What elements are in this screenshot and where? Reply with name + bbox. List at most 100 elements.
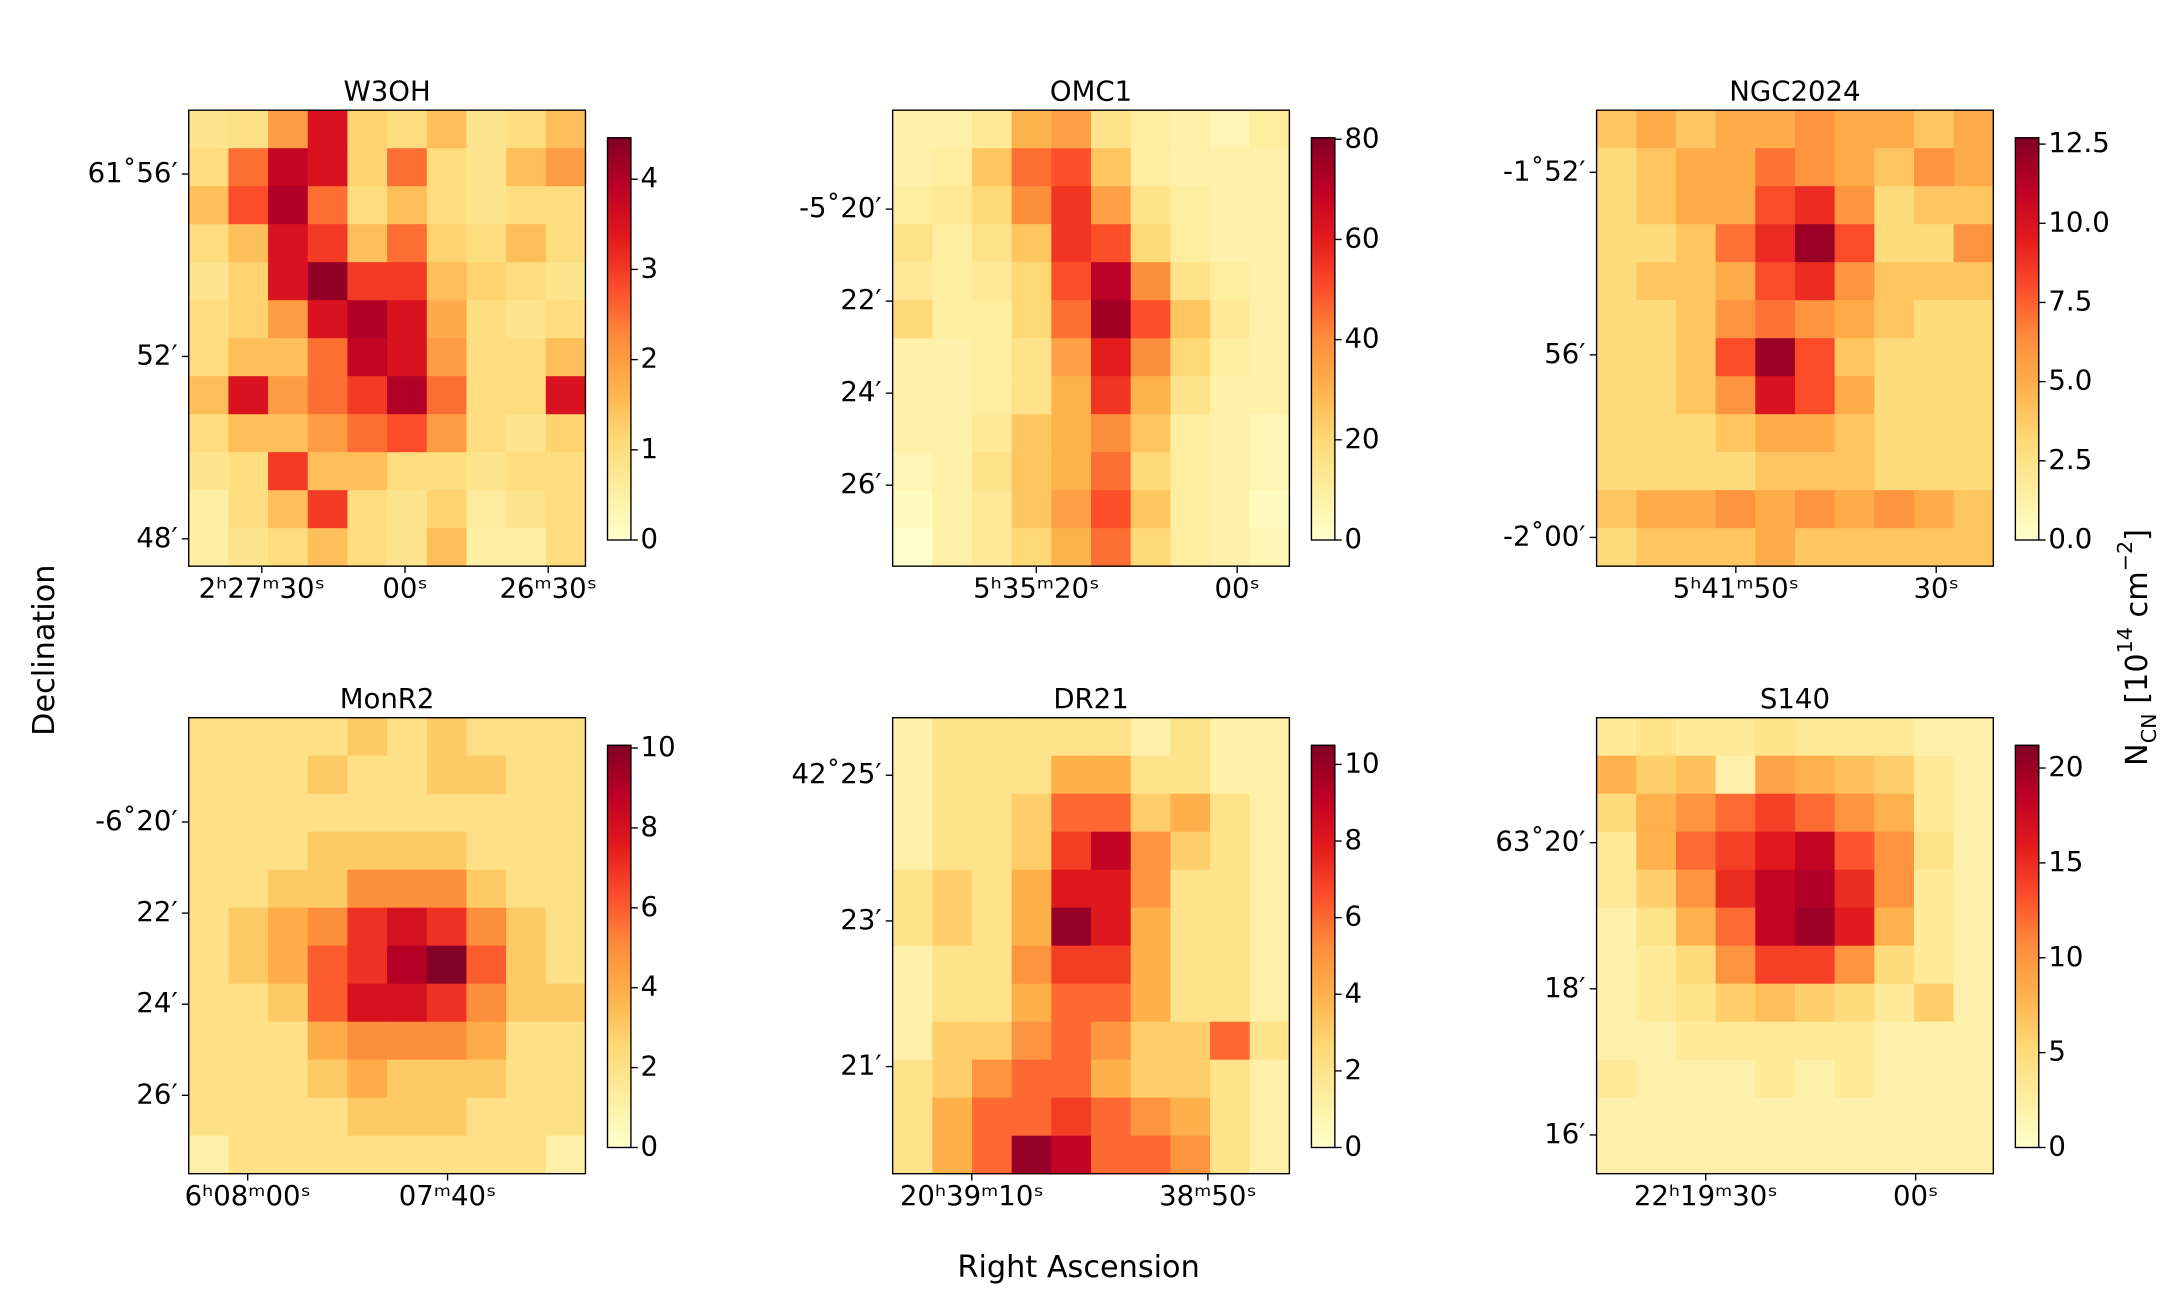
heatmap-cell: [506, 1135, 547, 1175]
heatmap-cell: [1874, 831, 1915, 871]
heatmap-cell: [1596, 300, 1637, 339]
y-tick-label: 24′: [136, 987, 177, 1019]
heatmap-cell: [1834, 869, 1875, 909]
x-tick-label: 00ˢ: [1893, 1180, 1938, 1212]
heatmap-cell: [1130, 869, 1171, 909]
heatmap-cell: [1011, 414, 1052, 453]
axes-frame: [188, 109, 587, 567]
heatmap-cell: [1596, 793, 1637, 833]
colorbar-tick-label: 7.5: [2048, 285, 2092, 317]
heatmap-cell: [347, 831, 388, 871]
heatmap-cell: [268, 1021, 309, 1061]
heatmap-cell: [1596, 983, 1637, 1023]
heatmap-cell: [268, 717, 309, 757]
colorbar-tick-label: 6: [641, 891, 659, 923]
y-tick-label: 18′: [1544, 972, 1585, 1004]
heatmap-cell: [971, 755, 1013, 795]
heatmap-cell: [347, 528, 388, 567]
heatmap-cell: [1794, 869, 1836, 909]
heatmap-cell: [1675, 300, 1717, 339]
heatmap-cell: [1834, 1135, 1875, 1175]
heatmap-cell: [466, 983, 507, 1023]
heatmap-cell: [1953, 1135, 1994, 1175]
heatmap-cell: [1249, 1021, 1290, 1061]
colorbar-tick-label: 0.0: [2048, 523, 2092, 555]
heatmap-cell: [1596, 376, 1637, 415]
colorbar-tick-label: 60: [1344, 222, 1379, 254]
heatmap-cell: [1874, 945, 1915, 985]
heatmap-cell: [892, 528, 933, 567]
heatmap-cell: [1794, 793, 1836, 833]
heatmap-cell: [228, 224, 269, 263]
heatmap-cell: [545, 1135, 587, 1175]
heatmap-cell: [1755, 110, 1796, 149]
heatmap-cell: [1874, 376, 1915, 415]
heatmap-cell: [1834, 528, 1875, 567]
heatmap-cell: [1874, 110, 1915, 149]
heatmap-cell: [545, 907, 587, 947]
heatmap-cell: [426, 110, 467, 149]
heatmap-cell: [932, 1021, 973, 1061]
colorbar-tick-label: 4: [641, 162, 659, 194]
heatmap-cell: [1091, 755, 1132, 795]
heatmap-cell: [971, 414, 1013, 453]
heatmap-cell: [387, 755, 428, 795]
heatmap-cell: [892, 300, 933, 339]
heatmap-cell: [307, 1059, 348, 1099]
panel-title: NGC2024: [1729, 75, 1860, 107]
heatmap-cell: [1834, 983, 1875, 1023]
heatmap-cell: [1051, 110, 1092, 149]
heatmap-cell: [932, 528, 973, 567]
heatmap-cell: [1170, 1021, 1211, 1061]
heatmap-cell: [545, 186, 587, 225]
heatmap-cell: [1051, 755, 1092, 795]
heatmap-cell: [506, 793, 547, 833]
heatmap-cell: [1953, 186, 1994, 225]
heatmap-cell: [892, 490, 933, 529]
heatmap-cell: [1249, 490, 1290, 529]
colorbar: [1310, 137, 1336, 541]
heatmap-cell: [1913, 945, 1955, 985]
heatmap-cell: [506, 414, 547, 453]
heatmap-cell: [1051, 262, 1092, 301]
heatmap-cell: [1675, 148, 1717, 187]
heatmap-cell: [1715, 869, 1756, 909]
heatmap-cell: [1794, 452, 1836, 491]
heatmap-cell: [1051, 983, 1092, 1023]
heatmap-cell: [1011, 869, 1052, 909]
heatmap-cell: [268, 376, 309, 415]
heatmap-cell: [1913, 755, 1955, 795]
y-tick-label: 63˚20′: [1495, 826, 1585, 858]
heatmap-cell: [1051, 907, 1092, 947]
heatmap-cell: [466, 110, 507, 149]
heatmap-cell: [545, 1021, 587, 1061]
heatmap-cell: [307, 452, 348, 491]
heatmap-cell: [1794, 338, 1836, 377]
heatmap-cell: [1170, 793, 1211, 833]
heatmap-cell: [268, 755, 309, 795]
heatmap-cell: [228, 831, 269, 871]
heatmap-cell: [1715, 793, 1756, 833]
heatmap-cell: [1051, 1135, 1092, 1175]
heatmap-cell: [188, 983, 229, 1023]
heatmap-cell: [971, 983, 1013, 1023]
heatmap-cell: [1249, 793, 1290, 833]
heatmap-cell: [932, 376, 973, 415]
heatmap-cell: [268, 338, 309, 377]
heatmap-cell: [1794, 414, 1836, 453]
heatmap-cell: [892, 945, 933, 985]
heatmap-cell: [1249, 186, 1290, 225]
heatmap-cell: [466, 300, 507, 339]
heatmap-cell: [1794, 262, 1836, 301]
heatmap-cell: [1051, 1097, 1092, 1137]
heatmap-cell: [387, 1059, 428, 1099]
heatmap-cell: [1953, 1021, 1994, 1061]
heatmap-cell: [466, 1097, 507, 1137]
heatmap-cell: [1636, 755, 1677, 795]
heatmap-cell: [545, 148, 587, 187]
heatmap-cell: [1249, 148, 1290, 187]
heatmap-cell: [1755, 490, 1796, 529]
heatmap-cell: [1636, 907, 1677, 947]
colorbar-label-part: ]: [2119, 529, 2154, 541]
panel-title: MonR2: [340, 683, 435, 715]
